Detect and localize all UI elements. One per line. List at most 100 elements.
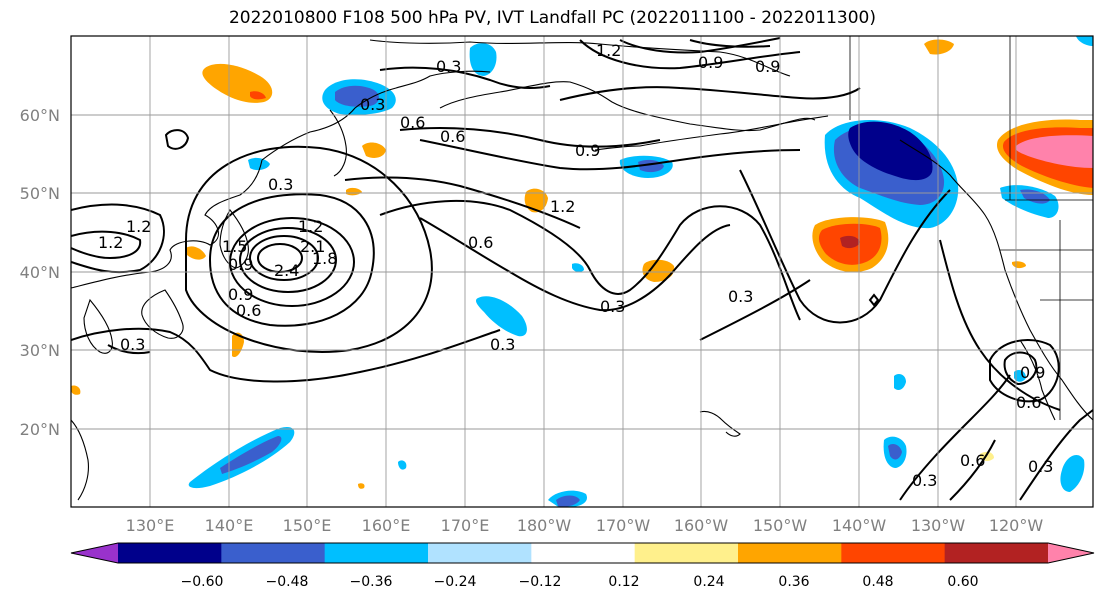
contour-1-8 — [239, 227, 337, 293]
contour-label: 0.3 — [1028, 457, 1053, 476]
coast-philippines — [71, 419, 89, 501]
shade-ne-pacific-core — [840, 235, 860, 249]
colorbar-extend-high — [1048, 543, 1094, 563]
colorbar-tick-label: 0.36 — [778, 574, 809, 590]
contour-label: 0.9 — [755, 57, 780, 76]
contour-labels: 0.3 0.6 0.9 1.2 1.5 1.8 2.1 2.4 1.2 0.3 … — [98, 41, 1053, 490]
colorbar-tick-labels: −0.60 −0.48 −0.36 −0.24 −0.12 0.12 0.24 … — [181, 574, 979, 590]
contour-1-2-west — [71, 230, 142, 260]
contour-1-5-west — [71, 203, 165, 274]
contour-label: 2.1 — [300, 237, 325, 256]
contour-0-6-north — [344, 176, 581, 229]
coast-japan-south — [141, 289, 184, 339]
contour-0-3-east — [699, 279, 811, 341]
colorbar-swatch — [841, 543, 946, 563]
lon-label: 130°W — [911, 516, 966, 535]
contour-0-6-southeast — [949, 439, 996, 501]
contour-0-3-ne-pacific — [739, 169, 951, 324]
lon-label: 120°W — [989, 516, 1044, 535]
shade-gulf-alaska-core — [848, 121, 933, 181]
contour-label: 1.5 — [222, 237, 247, 256]
map-background — [71, 36, 1093, 507]
lat-label: 20°N — [20, 420, 60, 439]
contour-2-1 — [249, 235, 319, 281]
colorbar-swatch — [324, 543, 429, 563]
colorbar-swatch — [531, 543, 636, 563]
coast-korea — [83, 298, 113, 354]
lon-label: 180°W — [517, 516, 572, 535]
contour-0-3-mexico — [1019, 409, 1093, 501]
contour-0-3-south — [71, 327, 501, 383]
colorbar-tick-label: −0.12 — [519, 574, 562, 590]
contour-label: 0.3 — [120, 335, 145, 354]
shade-bc-ridge-core — [1015, 135, 1093, 168]
contour-1-2-arctic — [579, 39, 801, 70]
contour-label: 0.3 — [360, 95, 385, 114]
negative-anomaly-shading — [188, 36, 1093, 507]
contour-1-5-arctic — [619, 37, 781, 54]
pv-contours — [71, 37, 1093, 501]
contour-label: 0.9 — [228, 285, 253, 304]
shade-sakhalin — [248, 157, 270, 171]
colorbar-tick-label: 0.12 — [608, 574, 639, 590]
map-gridlines — [71, 36, 1093, 507]
coast-siberia — [261, 70, 491, 161]
lat-label: 30°N — [20, 341, 60, 360]
colorbar-tick-label: −0.24 — [434, 574, 477, 590]
lat-label: 60°N — [20, 106, 60, 125]
contour-small-siberia — [164, 129, 190, 150]
colorbar-swatch — [738, 543, 842, 563]
map-frame — [70, 35, 1094, 508]
contour-0-9-north — [419, 139, 801, 171]
contour-label: 1.2 — [98, 233, 123, 252]
map-title: 2022010800 F108 500 hPa PV, IVT Landfall… — [228, 8, 876, 28]
contour-label: 0.6 — [440, 127, 465, 146]
lon-label: 160°E — [362, 516, 411, 535]
contour-label: 0.6 — [468, 233, 493, 252]
contour-label: 1.2 — [596, 41, 621, 60]
lon-label: 130°E — [126, 516, 175, 535]
colorbar-swatch — [118, 543, 222, 563]
colorbar-swatch — [428, 543, 532, 563]
contour-0-6-mid — [419, 217, 731, 312]
lon-label: 160°W — [674, 516, 729, 535]
contour-label: 0.3 — [436, 57, 461, 76]
contour-label: 0.3 — [268, 175, 293, 194]
colorbar-swatch — [634, 543, 739, 563]
coast-north-america — [899, 139, 1093, 421]
shade-dateline — [524, 188, 548, 213]
colorbar-swatch — [944, 543, 1049, 563]
contour-label: 0.9 — [698, 53, 723, 72]
coast-kamchatka — [329, 109, 347, 177]
contour-label: 0.9 — [575, 141, 600, 160]
shade-mid-positive — [642, 259, 675, 282]
contour-1-2-mid — [379, 199, 801, 321]
coast-hawaii — [699, 410, 741, 437]
contour-0-9-baja — [1003, 351, 1038, 386]
contour-1-5 — [229, 217, 355, 307]
contour-1-2-japan — [208, 193, 375, 327]
contour-0-3-stub — [107, 344, 151, 355]
contour-label: 0.6 — [400, 113, 425, 132]
shade-central-pacific — [476, 296, 527, 337]
contour-label: 1.8 — [312, 249, 337, 268]
colorbar-tick-label: 0.60 — [947, 574, 978, 590]
colorbar-swatch — [221, 543, 326, 563]
longitude-labels: 130°E 140°E 150°E 160°E 170°E 180°W 170°… — [126, 516, 1044, 535]
contour-label: 0.6 — [236, 301, 261, 320]
colorbar — [70, 542, 1095, 564]
contour-1-8-arctic — [689, 39, 771, 48]
colorbar-tick-label: −0.48 — [266, 574, 309, 590]
contour-label: 0.3 — [490, 335, 515, 354]
contour-0-9-alaska — [559, 86, 861, 101]
lon-label: 150°E — [283, 516, 332, 535]
colorbar-tick-label: 0.48 — [862, 574, 893, 590]
lat-label: 50°N — [20, 184, 60, 203]
colorbar-extend-low — [71, 543, 118, 563]
contour-label: 1.2 — [126, 217, 151, 236]
shade-mexico-coast — [1060, 455, 1085, 492]
coast-arctic — [369, 39, 791, 77]
coastlines — [71, 39, 1093, 501]
contour-label: 1.2 — [298, 217, 323, 236]
